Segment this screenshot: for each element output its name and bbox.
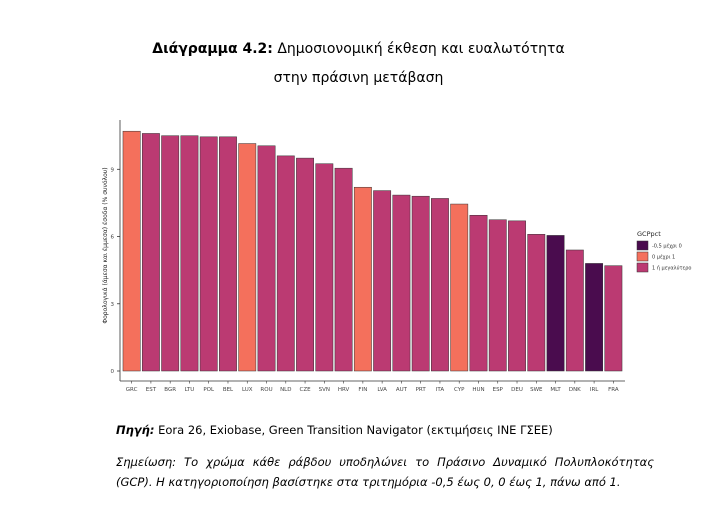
legend-swatch	[636, 262, 649, 273]
x-tick-label: FRA	[608, 387, 619, 393]
bar-svn	[315, 163, 334, 372]
bar-lux	[238, 143, 257, 372]
bar-pol	[199, 136, 218, 372]
y-tick-label: 9	[111, 167, 115, 173]
bar-prt	[411, 195, 430, 372]
x-tick-label: LUX	[242, 387, 253, 393]
x-tick-label: IRL	[590, 387, 599, 393]
bar-nld	[276, 155, 295, 372]
x-tick-label: CZE	[300, 387, 312, 393]
chart-title: Διάγραμμα 4.2: Δημοσιονομική έκθεση και …	[0, 38, 717, 89]
x-tick-label: ITA	[436, 387, 445, 393]
x-tick-label: ROU	[260, 387, 272, 393]
bar-fin	[353, 186, 372, 372]
bar-fra	[604, 265, 623, 372]
legend-title: GCPpct	[637, 230, 661, 238]
x-tick-label: LVA	[377, 387, 387, 393]
x-tick-label: SWE	[530, 387, 543, 393]
bar-ltu	[180, 135, 199, 372]
x-tick-label: AUT	[396, 387, 408, 393]
legend-label: -0,5 μέχρι 0	[652, 243, 682, 250]
x-tick-label: LTU	[185, 387, 195, 393]
x-tick-label: DNK	[569, 387, 581, 393]
x-tick-label: BGR	[164, 387, 176, 393]
y-tick-label: 6	[111, 235, 115, 241]
note-text: Σημείωση: Το χρώμα κάθε ράβδου υποδηλώνε…	[116, 455, 654, 489]
x-tick-label: PRT	[416, 387, 427, 393]
title-prefix: Διάγραμμα 4.2:	[152, 41, 273, 57]
bar-cyp	[450, 203, 469, 372]
y-tick-label: 0	[111, 369, 115, 375]
bar-hun	[469, 214, 488, 372]
bar-cze	[296, 157, 314, 372]
bar-swe	[527, 234, 546, 372]
title-main: Δημοσιονομική έκθεση και ευαλωτότητα	[277, 41, 565, 57]
x-tick-label: MLT	[550, 387, 561, 393]
bar-deu	[508, 220, 526, 372]
x-tick-label: EST	[146, 387, 157, 393]
title-line-1: Διάγραμμα 4.2: Δημοσιονομική έκθεση και …	[0, 38, 717, 60]
legend-swatch	[636, 251, 649, 262]
source-line: Πηγή: Eora 26, Exiobase, Green Transitio…	[116, 423, 553, 437]
bar-grc	[122, 130, 141, 372]
bar-lva	[373, 190, 392, 372]
bar-bel	[219, 136, 237, 372]
bar-est	[141, 133, 160, 372]
source-text: Eora 26, Exiobase, Green Transition Navi…	[158, 423, 553, 437]
x-tick-label: CYP	[454, 387, 465, 393]
bar-ita	[431, 198, 449, 372]
x-tick-label: BEL	[223, 387, 234, 393]
x-tick-label: DEU	[511, 387, 523, 393]
x-tick-label: HUN	[472, 387, 484, 393]
bar-irl	[585, 263, 604, 372]
bar-dnk	[565, 249, 584, 372]
x-tick-label: POL	[203, 387, 215, 393]
x-tick-label: ESP	[493, 387, 504, 393]
source-label: Πηγή:	[116, 423, 155, 437]
title-line-2: στην πράσινη μετάβαση	[273, 70, 444, 86]
bar-esp	[488, 219, 507, 372]
bar-bgr	[161, 135, 180, 372]
y-axis-title: Φορολογικά (άμεσα και έμμεσα) έσοδα (% σ…	[102, 167, 109, 323]
x-tick-label: HRV	[338, 387, 350, 393]
bar-rou	[257, 145, 276, 372]
x-tick-label: SVN	[319, 387, 330, 393]
x-tick-label: FIN	[358, 387, 367, 393]
bar-hrv	[334, 167, 353, 372]
x-tick-label: NLD	[280, 387, 291, 393]
bar-aut	[392, 194, 411, 372]
legend-label: 0 μέχρι 1	[652, 254, 675, 261]
legend-label: 1 ή μεγαλύτερο	[652, 265, 691, 272]
y-tick-label: 3	[111, 302, 115, 308]
legend-swatch	[636, 240, 649, 251]
x-tick-label: GRC	[126, 387, 138, 393]
bar-mlt	[546, 235, 565, 372]
